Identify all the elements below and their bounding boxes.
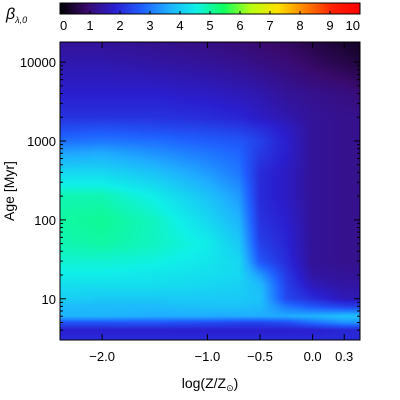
colorbar-tick-label: 8 <box>296 18 303 33</box>
colorbar-tick-label: 0 <box>60 18 67 33</box>
x-tick-label: −2.0 <box>89 349 115 364</box>
y-axis-label: Age [Myr] <box>1 161 17 221</box>
colorbar-label-subscript: λ,0 <box>14 15 27 25</box>
heatmap-field-container <box>60 42 360 340</box>
y-tick-label: 10 <box>42 292 56 307</box>
colorbar: βλ,0 0 1 2 3 4 5 6 7 8 9 10 <box>5 2 361 33</box>
sun-symbol: ⊙ <box>226 383 234 393</box>
colorbar-tick-label: 4 <box>176 18 183 33</box>
colorbar-label: βλ,0 <box>5 6 27 25</box>
colorbar-tick-label: 9 <box>326 18 333 33</box>
x-tick-label: 0.3 <box>335 349 353 364</box>
y-axis-ticks: 10 100 1000 10000 <box>20 55 360 341</box>
y-tick-label: 10000 <box>20 55 56 70</box>
colorbar-tick-label: 2 <box>116 18 123 33</box>
colorbar-tick-label: 6 <box>236 18 243 33</box>
colorbar-tick-label: 3 <box>146 18 153 33</box>
x-tick-label: −1.0 <box>195 349 221 364</box>
y-tick-label: 1000 <box>27 134 56 149</box>
colorbar-tick-label: 7 <box>266 18 273 33</box>
x-tick-label: −0.5 <box>247 349 273 364</box>
x-axis-label: log(Z/Z⊙) <box>182 375 239 393</box>
colorbar-ticks: 0 1 2 3 4 5 6 7 8 9 10 <box>59 11 361 33</box>
heatmap-field <box>60 42 360 340</box>
colorbar-tick-label: 5 <box>206 18 213 33</box>
x-axis-ticks: −2.0 −1.0 −0.5 0.0 0.3 <box>89 42 353 364</box>
colorbar-tick-label: 10 <box>346 18 360 33</box>
colorbar-tick-label: 1 <box>86 18 93 33</box>
y-tick-label: 100 <box>34 213 56 228</box>
colorbar-label-symbol: β <box>5 6 15 23</box>
x-tick-label: 0.0 <box>304 349 322 364</box>
plot-area: −2.0 −1.0 −0.5 0.0 0.3 10 100 1000 10000 <box>20 41 361 364</box>
plot-frame <box>59 41 361 341</box>
